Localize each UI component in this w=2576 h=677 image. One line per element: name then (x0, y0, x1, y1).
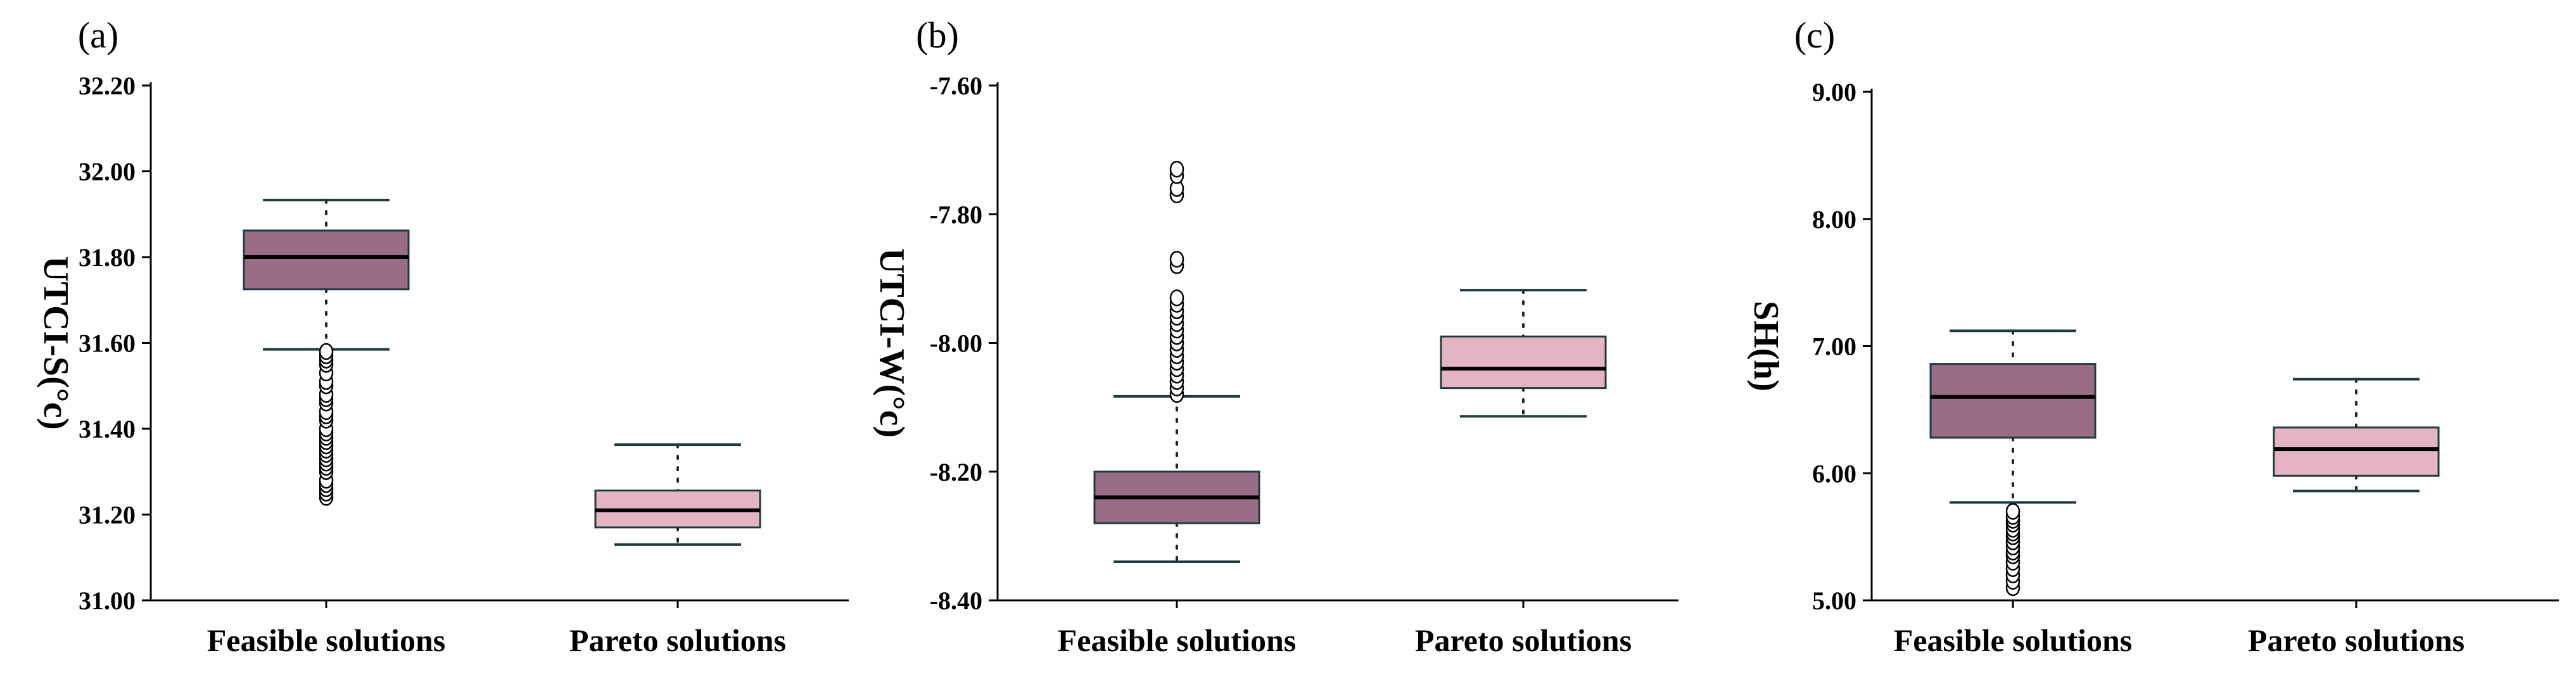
y-axis-label: UTCI-W(°c) (872, 248, 911, 438)
y-tick-label: -8.40 (930, 586, 982, 615)
chart-panel-1: (a) 31.00 31.20 31.40 31.60 31.80 32.00 32.20 UT… (36, 15, 849, 658)
y-tick-label: 31.60 (79, 329, 136, 358)
outlier-point (1169, 289, 1184, 307)
box-pareto (1440, 289, 1607, 418)
y-tick-label: 5.00 (1812, 586, 1856, 615)
y-tick-label: 6.00 (1812, 459, 1856, 488)
box-body (1440, 335, 1607, 389)
y-tick-label: 32.20 (79, 72, 136, 100)
y-tick-label: -7.80 (930, 200, 982, 229)
box-pareto (594, 443, 761, 546)
y-tick-label: 31.20 (79, 501, 136, 529)
y-tick-label: 7.00 (1812, 332, 1856, 361)
x-category-label: Pareto solutions (569, 623, 786, 658)
outlier-point (2005, 503, 2021, 520)
chart-panel-2: (b) -8.40 -8.20 -8.00 -7.80 -7.60 UTCI-W(°c) Fe… (872, 15, 1678, 658)
outlier-point (1169, 160, 1184, 178)
y-tick-label: 31.00 (79, 586, 136, 615)
x-category-label: Feasible solutions (207, 623, 445, 658)
box-body (1929, 363, 2097, 439)
x-category-label: Feasible solutions (1894, 623, 2132, 658)
outlier-point (1169, 251, 1184, 268)
y-tick-label: 31.80 (79, 243, 136, 272)
outlier-point (319, 343, 334, 360)
x-category-label: Feasible solutions (1058, 623, 1296, 658)
y-tick-label: 31.40 (79, 415, 136, 443)
y-tick-label: 9.00 (1812, 78, 1856, 106)
y-tick-label: -8.00 (930, 329, 982, 358)
panel-letter: (a) (78, 15, 118, 56)
y-axis-label: SH(h) (1746, 301, 1786, 391)
x-category-label: Pareto solutions (2248, 623, 2465, 658)
box-body (243, 229, 410, 291)
y-tick-label: 8.00 (1812, 205, 1856, 234)
y-axis-label: UTCI-S(°c) (36, 256, 75, 429)
box-body (2273, 426, 2440, 477)
box-feasible (1093, 160, 1260, 564)
chart-panel-3: (c) 5.00 6.00 7.00 8.00 9.00 SH(h) Feasible sol… (1746, 15, 2559, 658)
box-feasible (243, 198, 410, 506)
panel-letter: (b) (916, 15, 959, 56)
x-category-label: Pareto solutions (1415, 623, 1632, 658)
box-pareto (2273, 377, 2440, 493)
panel-letter: (c) (1794, 15, 1835, 56)
y-tick-label: -7.60 (930, 72, 982, 100)
y-tick-label: 32.00 (79, 158, 136, 186)
box-feasible (1929, 329, 2097, 597)
y-tick-label: -8.20 (930, 458, 982, 486)
